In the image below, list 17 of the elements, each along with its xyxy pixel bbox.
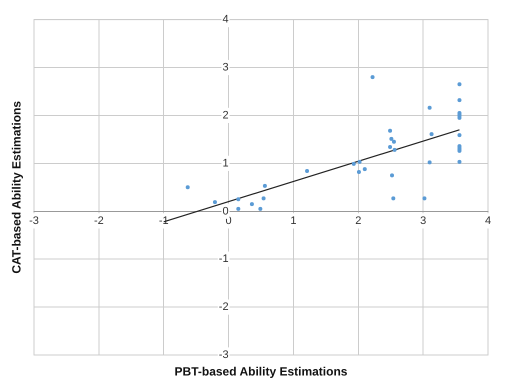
y-tick-label: 0 — [222, 205, 229, 218]
x-tick-label: 3 — [420, 214, 426, 227]
y-tick-label: 1 — [222, 157, 229, 170]
x-tick-label: -2 — [94, 214, 104, 227]
x-tick-label: 4 — [484, 214, 492, 227]
x-tick-label: -3 — [29, 214, 39, 227]
y-tick-label: -2 — [218, 301, 229, 314]
y-tick-label: 2 — [222, 109, 229, 122]
y-tick-label: 4 — [222, 14, 229, 26]
x-tick-label: 2 — [355, 214, 362, 227]
y-tick-label: -1 — [218, 253, 229, 266]
y-axis-title: CAT-based Ability Estimations — [9, 100, 24, 274]
x-axis-title: PBT-based Ability Estimations — [174, 364, 348, 378]
y-tick-label: 3 — [222, 62, 229, 74]
y-tick-label: -3 — [218, 349, 229, 362]
x-tick-label: 1 — [290, 214, 296, 227]
x-tick-label: -1 — [158, 214, 169, 227]
